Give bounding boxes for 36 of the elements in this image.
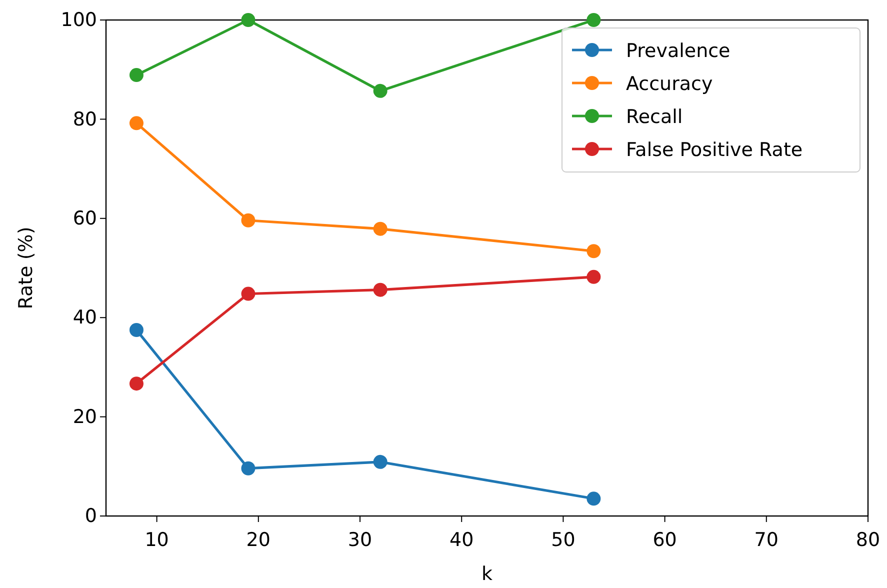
y-tick-label: 100	[60, 9, 97, 32]
point	[586, 13, 601, 27]
y-tick-label: 80	[72, 108, 97, 130]
x-axis-title: k	[481, 563, 493, 585]
y-tick-label: 20	[72, 406, 97, 428]
legend-label: Accuracy	[626, 73, 713, 95]
point	[129, 116, 144, 130]
point	[586, 244, 601, 258]
x-tick-label: 50	[551, 528, 576, 551]
point	[241, 13, 256, 27]
legend-label: Prevalence	[626, 40, 730, 62]
x-tick-label: 70	[754, 528, 778, 551]
point	[241, 461, 256, 476]
point	[129, 376, 144, 391]
legend-label: Recall	[626, 106, 683, 128]
point	[586, 492, 601, 506]
point	[373, 222, 388, 236]
x-tick-label: 10	[144, 528, 169, 551]
x-tick-label: 80	[856, 528, 880, 551]
point	[373, 282, 388, 297]
y-tick-label: 60	[72, 207, 97, 230]
point	[373, 84, 388, 98]
point	[129, 323, 144, 337]
point	[129, 68, 144, 82]
x-tick-label: 40	[450, 528, 474, 551]
x-tick-label: 30	[348, 528, 372, 551]
point	[241, 213, 256, 228]
point	[373, 454, 388, 469]
y-tick-label: 0	[84, 505, 97, 528]
y-axis-title: Rate (%)	[15, 226, 37, 310]
point	[241, 286, 256, 301]
point	[586, 270, 601, 284]
x-tick-label: 60	[652, 528, 677, 551]
legend-label: False Positive Rate	[626, 139, 803, 161]
x-tick-label: 20	[246, 528, 270, 551]
y-tick-label: 40	[72, 306, 97, 329]
